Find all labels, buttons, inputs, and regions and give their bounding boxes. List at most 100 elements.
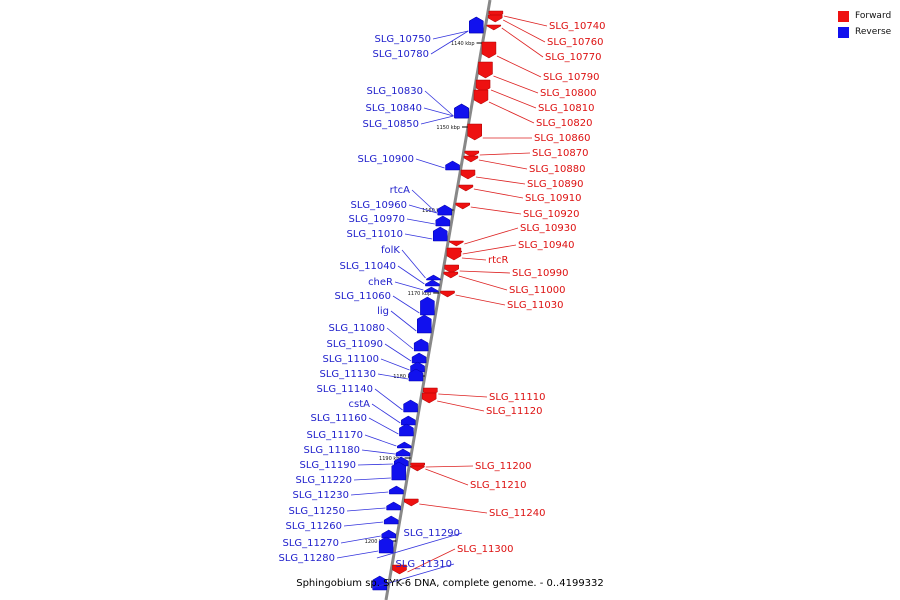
reverse-gene-label[interactable]: SLG_10830 [367,86,423,97]
reverse-gene-label[interactable]: SLG_11080 [329,323,385,334]
forward-gene-label[interactable]: SLG_10920 [523,209,579,220]
reverse-gene-arrow[interactable] [391,461,407,481]
reverse-gene-label[interactable]: SLG_11260 [286,521,342,532]
reverse-gene-label[interactable]: SLG_11290 [404,528,460,539]
reverse-gene-arrow[interactable] [399,423,414,437]
forward-gene-arrow[interactable] [463,155,479,163]
forward-gene-label[interactable]: SLG_10820 [536,118,592,129]
reverse-gene-arrow[interactable] [411,352,427,364]
forward-gene-label[interactable]: rtcR [488,255,509,266]
reverse-gene-arrow[interactable] [424,286,439,293]
forward-gene-label[interactable]: SLG_10790 [543,72,599,83]
forward-gene-label[interactable]: SLG_11030 [507,300,563,311]
reverse-gene-arrow[interactable] [413,338,429,352]
reverse-gene-label[interactable]: folK [381,245,400,256]
reverse-gene-label[interactable]: SLG_10750 [375,34,431,45]
reverse-gene-label[interactable]: lig [377,306,389,317]
forward-gene-arrow[interactable] [421,392,437,404]
reverse-gene-label[interactable]: SLG_11250 [289,506,345,517]
reverse-gene-label[interactable]: SLG_11270 [283,538,339,549]
reverse-gene-arrow[interactable] [420,296,435,316]
reverse-gene-label[interactable]: rtcA [390,185,411,196]
reverse-gene-label[interactable]: SLG_11230 [293,490,349,501]
reverse-gene-arrow[interactable] [408,368,424,382]
forward-gene-arrow[interactable] [486,24,502,31]
forward-gene-arrow[interactable] [478,61,493,79]
reverse-gene-arrow[interactable] [397,441,412,449]
reverse-gene-arrow[interactable] [386,501,401,511]
reverse-gene-label[interactable]: SLG_11140 [317,384,373,395]
forward-gene-label[interactable]: SLG_11000 [509,285,565,296]
reverse-gene-label[interactable]: SLG_10850 [363,119,419,130]
forward-gene-label[interactable]: SLG_11200 [475,461,531,472]
reverse-gene-arrow[interactable] [454,103,469,119]
forward-gene-arrow[interactable] [440,290,455,298]
forward-gene-label[interactable]: SLG_10860 [534,133,590,144]
forward-gene-label[interactable]: SLG_10940 [518,240,574,251]
reverse-gene-arrow[interactable] [437,204,452,216]
forward-gene-label[interactable]: SLG_10870 [532,148,588,159]
reverse-gene-arrow[interactable] [445,160,460,171]
forward-gene-label[interactable]: SLG_10770 [545,52,601,63]
reverse-gene-arrow[interactable] [381,529,396,539]
reverse-gene-label[interactable]: SLG_10780 [373,49,429,60]
reverse-gene-arrow[interactable] [395,448,411,457]
reverse-gene-label[interactable]: cheR [368,277,393,288]
forward-gene-arrow[interactable] [446,247,462,261]
reverse-gene-label[interactable]: SLG_10960 [351,200,407,211]
reverse-gene-label[interactable]: SLG_11310 [396,559,452,570]
forward-gene-arrow[interactable] [487,14,503,23]
reverse-gene-arrow[interactable] [378,536,394,554]
forward-gene-arrow[interactable] [404,498,419,507]
reverse-gene-arrow[interactable] [417,314,432,334]
forward-gene-label[interactable]: SLG_11300 [457,544,513,555]
forward-gene-label[interactable]: SLG_10910 [525,193,581,204]
forward-gene-label[interactable]: SLG_11210 [470,480,526,491]
reverse-gene-label[interactable]: SLG_11180 [304,445,360,456]
reverse-gene-label[interactable]: SLG_11090 [327,339,383,350]
reverse-gene-label[interactable]: SLG_11280 [279,553,335,564]
reverse-gene-arrow[interactable] [410,361,425,373]
reverse-gene-arrow[interactable] [469,16,484,34]
forward-gene-arrow[interactable] [443,271,459,279]
reverse-gene-label[interactable]: SLG_11100 [323,354,379,365]
forward-gene-label[interactable]: SLG_10760 [547,37,603,48]
forward-gene-label[interactable]: SLG_10930 [520,223,576,234]
forward-gene-arrow[interactable] [392,564,407,575]
reverse-gene-arrow[interactable] [403,399,418,413]
forward-gene-arrow[interactable] [444,264,459,274]
forward-gene-arrow[interactable] [458,184,474,192]
forward-gene-label[interactable]: SLG_10740 [549,21,605,32]
reverse-gene-arrow[interactable] [426,274,441,281]
reverse-gene-arrow[interactable] [383,515,399,525]
forward-gene-arrow[interactable] [410,465,425,472]
reverse-gene-label[interactable]: SLG_11010 [347,229,403,240]
reverse-gene-label[interactable]: cstA [349,399,371,410]
reverse-gene-label[interactable]: SLG_11190 [300,460,356,471]
reverse-gene-label[interactable]: SLG_10840 [366,103,422,114]
reverse-gene-arrow[interactable] [401,415,416,426]
reverse-gene-arrow[interactable] [425,279,440,287]
reverse-gene-label[interactable]: SLG_11220 [296,475,352,486]
reverse-gene-arrow[interactable] [389,485,404,495]
forward-gene-label[interactable]: SLG_10800 [540,88,596,99]
reverse-gene-label[interactable]: SLG_11060 [335,291,391,302]
forward-gene-label[interactable]: SLG_11240 [489,508,545,519]
forward-gene-label[interactable]: SLG_10880 [529,164,585,175]
forward-gene-arrow[interactable] [449,240,464,247]
forward-gene-label[interactable]: SLG_11120 [486,406,542,417]
forward-gene-arrow[interactable] [481,41,497,59]
forward-gene-label[interactable]: SLG_10890 [527,179,583,190]
reverse-gene-label[interactable]: SLG_11130 [320,369,376,380]
reverse-gene-arrow[interactable] [432,226,448,242]
forward-gene-arrow[interactable] [464,150,480,158]
forward-gene-label[interactable]: SLG_11110 [489,392,545,403]
forward-gene-arrow[interactable] [455,202,471,210]
reverse-gene-label[interactable]: SLG_11040 [340,261,396,272]
forward-gene-arrow[interactable] [460,169,476,180]
forward-gene-label[interactable]: SLG_10990 [512,268,568,279]
reverse-gene-label[interactable]: SLG_11160 [311,413,367,424]
reverse-gene-label[interactable]: SLG_11170 [307,430,363,441]
forward-gene-label[interactable]: SLG_10810 [538,103,594,114]
reverse-gene-label[interactable]: SLG_10900 [358,154,414,165]
